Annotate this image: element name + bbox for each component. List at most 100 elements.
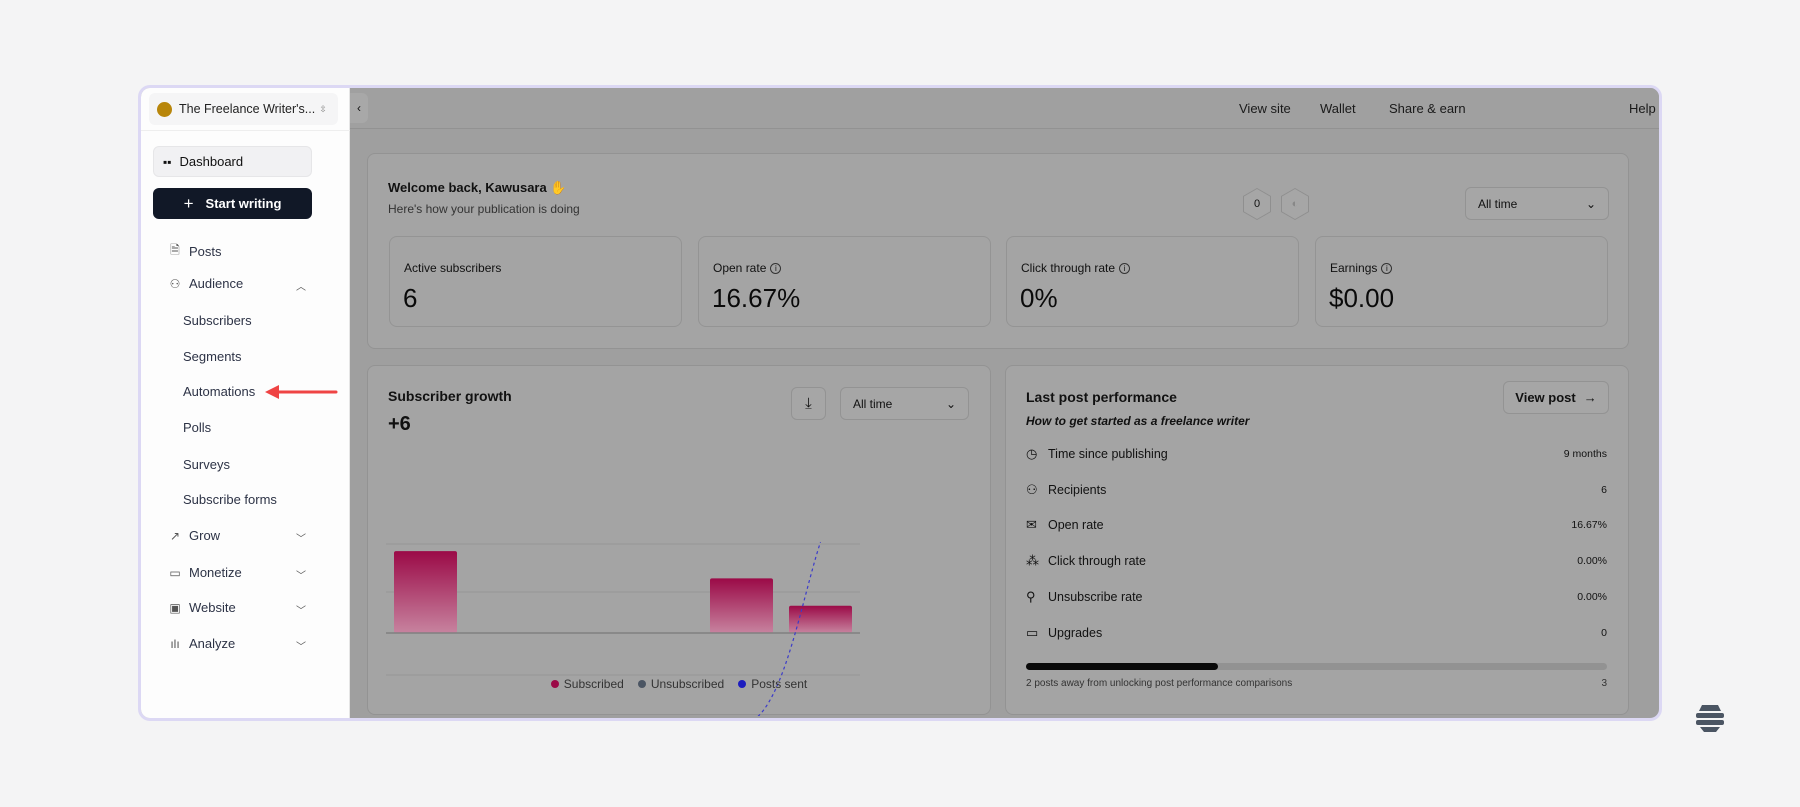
chevron-down-icon[interactable]: ﹀ — [296, 534, 306, 545]
growth-title: Subscriber growth — [388, 388, 512, 404]
legend-dot — [550, 680, 559, 688]
stat-card-earnings: Earnings i $0.00 — [1315, 236, 1608, 327]
metric-row: ◷ Time since publishing 9 months — [1026, 446, 1607, 462]
red-arrow-annotation — [265, 385, 338, 399]
info-icon[interactable]: i — [1119, 263, 1131, 274]
sidebar-item-automations[interactable]: Automations — [183, 384, 256, 399]
chevron-updown-icon: ⇳ — [319, 103, 327, 114]
welcome-subtitle: Here's how your publication is doing — [388, 202, 580, 216]
metric-label: Click through rate — [1048, 554, 1146, 568]
top-bar: ‹ View site Wallet Share & earn Help 🔔 — [350, 88, 1659, 129]
growth-range-select[interactable]: All time ⌄ — [840, 387, 969, 420]
metric-row: ▭ Upgrades 0 — [1026, 625, 1607, 641]
share-earn-link[interactable]: Share & earn — [1389, 101, 1466, 116]
sidebar-item-subscribers[interactable]: Subscribers — [183, 313, 252, 328]
sidebar-item-dashboard[interactable]: ▪▪ Dashboard — [153, 146, 312, 177]
view-site-link[interactable]: View site — [1239, 101, 1291, 116]
chart-legend: Subscribed Unsubscribed Posts sent — [368, 677, 990, 691]
arrow-right-icon: → — [1583, 390, 1597, 405]
publication-switcher[interactable]: The Freelance Writer's... ⇳ — [149, 93, 338, 125]
legend-item[interactable]: Subscribed — [550, 677, 624, 691]
legend-item[interactable]: Unsubscribed — [637, 677, 724, 691]
bar-subscribed[interactable] — [710, 578, 773, 633]
chevron-down-icon: ⌄ — [1585, 196, 1596, 211]
sidebar-item-audience[interactable]: ⚇ Audience — [167, 276, 244, 291]
metric-label: Recipients — [1048, 483, 1107, 497]
users-icon: ⚇ — [1026, 482, 1038, 497]
post-title: How to get started as a freelance writer — [1026, 414, 1250, 428]
chevron-up-icon[interactable]: ︿ — [296, 282, 306, 293]
metric-value: 0.00% — [1577, 555, 1607, 567]
sidebar-item-posts[interactable]: 🗎 Posts — [167, 241, 221, 262]
progress-fill — [1026, 663, 1218, 670]
chevron-down-icon[interactable]: ﹀ — [296, 571, 306, 582]
sidebar-item-segments[interactable]: Segments — [183, 349, 242, 364]
bar-chart-icon: ılı — [170, 636, 180, 651]
last-post-card: Last post performance How to get started… — [1005, 365, 1629, 715]
chevron-down-icon: ⌄ — [945, 396, 956, 411]
welcome-title: Welcome back, Kawusara ✋ — [388, 180, 567, 195]
bar-subscribed[interactable] — [789, 605, 852, 633]
metric-value: 16.67% — [1571, 519, 1607, 531]
sidebar: The Freelance Writer's... ⇳ ▪▪ Dashboard… — [141, 88, 350, 718]
handshake-icon: ✋ — [550, 180, 567, 195]
growth-chart: Aug 2024Jan 2025 — [386, 541, 860, 716]
metric-row: ⚇ Recipients 6 — [1026, 482, 1607, 498]
publication-logo — [157, 101, 172, 117]
badge-count[interactable]: 0 — [1243, 188, 1271, 220]
leaf-badge-icon[interactable]: ◐ — [1281, 188, 1309, 220]
sidebar-item-website[interactable]: ▣ Website — [167, 600, 235, 615]
chevron-down-icon[interactable]: ﹀ — [296, 606, 306, 617]
growth-total: +6 — [388, 413, 411, 435]
progress-caption: 2 posts away from unlocking post perform… — [1026, 678, 1607, 689]
sidebar-item-polls[interactable]: Polls — [183, 420, 212, 435]
metric-value: 9 months — [1563, 448, 1607, 460]
help-link[interactable]: Help — [1629, 101, 1656, 116]
chevron-down-icon[interactable]: ﹀ — [296, 642, 306, 653]
stat-card-active-subscribers: Active subscribers 6 — [389, 236, 682, 327]
last-post-title: Last post performance — [1026, 389, 1177, 405]
sidebar-item-subscribe-forms[interactable]: Subscribe forms — [183, 492, 277, 507]
subscriber-growth-card: Subscriber growth +6 ⤓ All time⌄ Aug 202… — [367, 365, 991, 716]
app-window: The Freelance Writer's... ⇳ ▪▪ Dashboard… — [138, 85, 1662, 721]
stat-card-click-through-rate: Click through rate i 0% — [1006, 236, 1299, 327]
download-icon: ⤓ — [805, 395, 812, 412]
trend-up-icon: ↗ — [169, 528, 181, 543]
sidebar-item-grow[interactable]: ↗ Grow — [167, 528, 220, 543]
collapse-sidebar-button[interactable]: ‹ — [350, 93, 368, 123]
grid-icon: ▪▪ — [163, 154, 172, 169]
click-icon: ⁂ — [1026, 553, 1039, 568]
metric-label: Open rate — [1048, 518, 1104, 532]
info-icon[interactable]: i — [770, 263, 782, 274]
metric-row: ⁂ Click through rate 0.00% — [1026, 553, 1607, 569]
sidebar-item-monetize[interactable]: ▭ Monetize — [167, 565, 241, 580]
legend-dot — [637, 680, 646, 688]
money-icon: ▭ — [169, 565, 181, 580]
user-minus-icon: ⚲ — [1026, 589, 1036, 604]
wallet-link[interactable]: Wallet — [1320, 101, 1356, 116]
metric-row: ⚲ Unsubscribe rate 0.00% — [1026, 589, 1607, 605]
bar-subscribed[interactable] — [394, 551, 457, 633]
plus-icon: + — [183, 193, 194, 213]
metric-label: Unsubscribe rate — [1048, 590, 1143, 604]
document-icon: 🗎 — [170, 243, 180, 257]
line-posts-sent — [757, 541, 822, 716]
metric-label: Upgrades — [1048, 626, 1103, 640]
beehiiv-logo-icon — [1696, 705, 1724, 732]
info-icon[interactable]: i — [1381, 263, 1393, 274]
legend-item[interactable]: Posts sent — [738, 677, 807, 691]
metric-value: 0 — [1601, 627, 1607, 639]
sidebar-item-surveys[interactable]: Surveys — [183, 457, 230, 472]
progress-bar — [1026, 663, 1607, 670]
metric-value: 0.00% — [1577, 591, 1607, 603]
welcome-card: Welcome back, Kawusara ✋ Here's how your… — [367, 153, 1629, 349]
start-writing-button[interactable]: + Start writing — [153, 188, 312, 219]
metric-value: 6 — [1601, 484, 1607, 496]
range-select[interactable]: All time ⌄ — [1465, 187, 1609, 220]
publication-name: The Freelance Writer's... — [179, 102, 316, 116]
divider — [141, 130, 350, 131]
sidebar-item-analyze[interactable]: ılı Analyze — [167, 636, 235, 651]
view-post-button[interactable]: View post → — [1503, 381, 1609, 414]
download-button[interactable]: ⤓ — [791, 387, 826, 420]
clock-icon: ◷ — [1026, 446, 1038, 461]
